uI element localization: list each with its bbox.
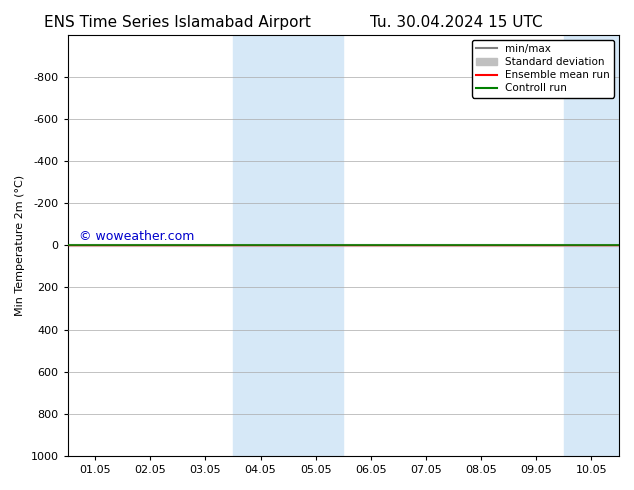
Bar [233,35,343,456]
Y-axis label: Min Temperature 2m (°C): Min Temperature 2m (°C) [15,175,25,316]
Text: © woweather.com: © woweather.com [79,230,194,244]
Text: ENS Time Series Islamabad Airport: ENS Time Series Islamabad Airport [44,15,311,30]
Bar [564,35,634,456]
Legend: min/max, Standard deviation, Ensemble mean run, Controll run: min/max, Standard deviation, Ensemble me… [472,40,614,98]
Text: Tu. 30.04.2024 15 UTC: Tu. 30.04.2024 15 UTC [370,15,543,30]
